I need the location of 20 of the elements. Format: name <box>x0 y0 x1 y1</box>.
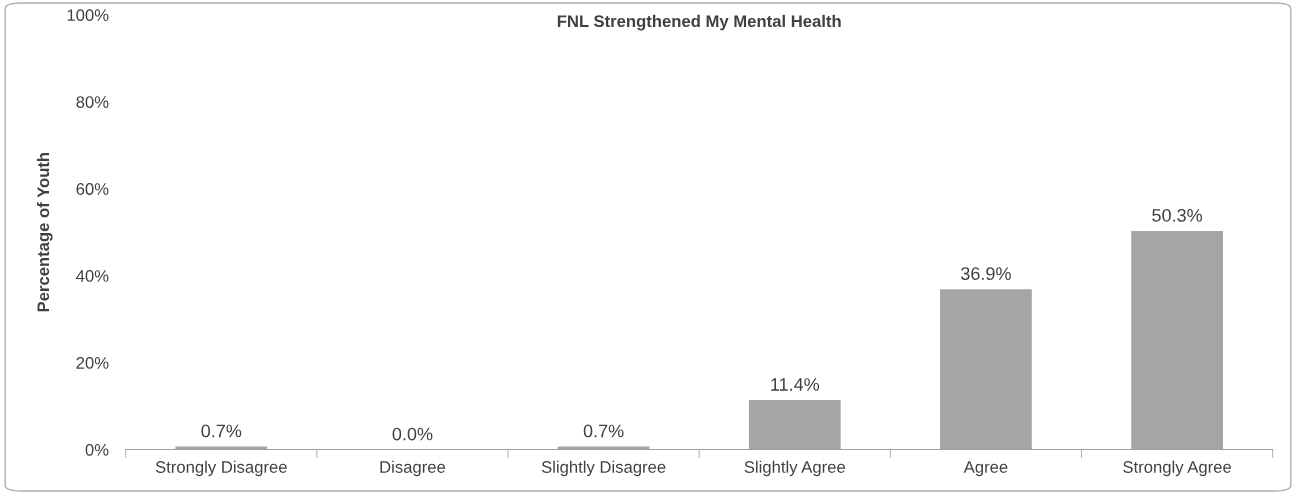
x-tick-label: Agree <box>963 461 1008 477</box>
y-tick-label: 40% <box>76 270 109 282</box>
data-label: 50.3% <box>1152 208 1203 222</box>
x-tick-label: Slightly Disagree <box>541 460 666 477</box>
y-tick-label: 60% <box>76 183 109 195</box>
chart-title: FNL Strengthened My Mental Health <box>557 14 841 31</box>
data-label: 11.4% <box>771 378 820 391</box>
data-label: 36.9% <box>961 267 1011 280</box>
data-label: 0.7% <box>583 424 624 438</box>
x-tick-label: Strongly Agree <box>1123 460 1232 477</box>
y-axis-title: Percentage of Youth <box>36 152 53 312</box>
data-label: 0.7% <box>201 424 242 438</box>
x-tick-label: Disagree <box>380 460 446 477</box>
y-tick-label: 0% <box>85 443 109 456</box>
data-label: 0.0% <box>392 427 433 441</box>
y-tick-label: 20% <box>76 357 109 369</box>
x-tick-label: Slightly Agree <box>744 460 845 477</box>
y-tick-label: 80% <box>76 96 109 108</box>
x-tick-label: Strongly Disagree <box>155 460 287 477</box>
y-tick-label: 100% <box>67 9 109 22</box>
